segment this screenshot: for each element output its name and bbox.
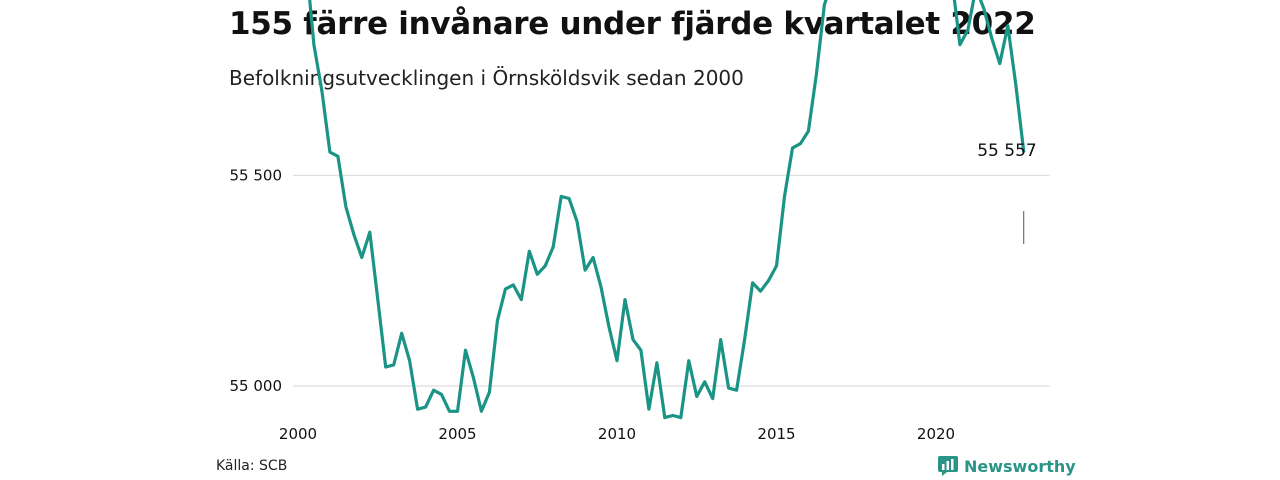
population-line [308, 0, 1026, 420]
brand-name: Newsworthy [964, 456, 1076, 476]
x-tick-label: 2015 [757, 425, 795, 443]
source-label: Källa: SCB [216, 458, 288, 474]
newsworthy-logo-icon [938, 456, 958, 476]
x-tick-label: 2010 [598, 425, 636, 443]
annotation-last-value: 55 557 [977, 141, 1036, 161]
x-tick-label: 2005 [438, 425, 476, 443]
y-tick-label: 55 000 [230, 377, 283, 395]
gridlines [293, 174, 1050, 387]
x-tick-label: 2020 [917, 425, 955, 443]
chart-subtitle: Befolkningsutvecklingen i Örnsköldsvik s… [229, 66, 744, 90]
y-tick-label: 55 500 [230, 166, 283, 184]
x-axis-ticks: 2000 2005 2010 2015 2020 [279, 425, 955, 443]
chart-title: 155 färre invånare under fjärde kvartale… [229, 6, 1036, 42]
brand-logo: Newsworthy [938, 456, 1076, 476]
x-tick-label: 2000 [279, 425, 317, 443]
